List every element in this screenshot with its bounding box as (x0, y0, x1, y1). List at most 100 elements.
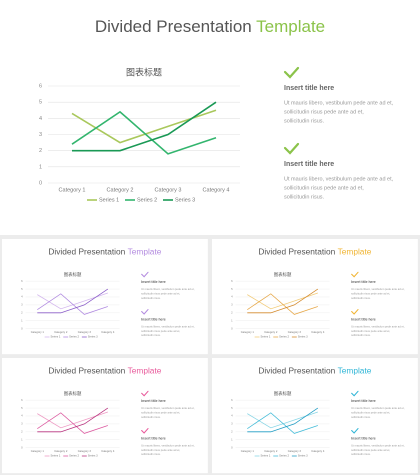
item-heading: Insert title here (284, 161, 334, 168)
slide: Divided Presentation Template 图表标题 0 1 2 3 4 5 6… (2, 358, 208, 474)
x-tick-label: Category 4 (101, 449, 115, 453)
item-text: Ut mauris libero, vestibulum pede ante a… (284, 176, 394, 182)
x-tick-label: Category 1 (31, 330, 45, 334)
y-tick-label: 6 (231, 279, 233, 283)
slide-title: Divided Presentation Template (95, 17, 325, 36)
slide: Divided Presentation Template 图表标题 0 1 2 3 4 5 6… (2, 239, 208, 355)
x-tick-label: Category 3 (288, 330, 302, 334)
x-tick-label: Category 2 (54, 330, 68, 334)
series-line (247, 293, 318, 315)
y-tick-label: 6 (21, 398, 23, 402)
y-tick-label: 0 (231, 326, 233, 330)
y-tick-label: 0 (231, 445, 233, 449)
item-text: sollicitudin risus pede ante ad et, (284, 185, 364, 191)
item-text: sollicitudin risus. (141, 415, 161, 419)
slide: Divided Presentation Template 图表标题 0 1 2 3 4 5 6… (0, 0, 420, 235)
series-line (37, 412, 108, 434)
legend-label: Series 1 (51, 335, 61, 339)
item-text: Ut mauris libero, vestibulum pede ante a… (351, 324, 405, 328)
slide-background (2, 239, 208, 355)
title-main: Divided Presentation (258, 247, 335, 257)
legend-label: Series 1 (261, 335, 271, 339)
item-text: Ut mauris libero, vestibulum pede ante a… (351, 406, 405, 410)
x-tick-label: Category 1 (241, 330, 255, 334)
x-tick-label: Category 3 (78, 449, 92, 453)
legend-label: Series 1 (261, 454, 271, 458)
series-line (37, 407, 109, 433)
y-tick-label: 1 (231, 318, 233, 322)
legend-label: Series 1 (51, 454, 61, 458)
y-tick-label: 2 (21, 430, 23, 434)
title-accent: Template (338, 366, 372, 376)
y-tick-label: 3 (21, 303, 23, 307)
item-heading: Insert title here (351, 317, 376, 321)
item-text: sollicitudin risus pede ante ad et, (141, 292, 180, 296)
item-heading: Insert title here (351, 399, 376, 403)
item-text: Ut mauris libero, vestibulum pede ante a… (351, 443, 405, 447)
title-main: Divided Presentation (95, 17, 252, 36)
series-line (72, 101, 217, 152)
legend-label: Series 2 (69, 335, 79, 339)
check-icon (351, 309, 359, 315)
x-tick-label: Category 1 (59, 187, 86, 193)
item-text: Ut mauris libero, vestibulum pede ante a… (141, 324, 195, 328)
y-tick-label: 5 (231, 406, 233, 410)
series-line (71, 110, 217, 155)
series-line (247, 412, 318, 434)
legend-label: Series 2 (69, 454, 79, 458)
item-text: Ut mauris libero, vestibulum pede ante a… (284, 100, 394, 106)
slide-title: Divided Presentation Template (258, 247, 371, 257)
check-icon (141, 271, 149, 278)
item-text: sollicitudin risus. (351, 333, 371, 337)
x-tick-label: Category 3 (288, 449, 302, 453)
x-tick-label: Category 4 (203, 187, 230, 193)
item-heading: Insert title here (351, 280, 376, 284)
title-accent: Template (128, 247, 162, 257)
legend-label: Series 3 (298, 335, 308, 339)
y-tick-label: 4 (21, 414, 23, 418)
y-tick-label: 6 (39, 83, 42, 89)
check-icon (351, 390, 359, 397)
chart-title: 图表标题 (274, 271, 292, 278)
y-tick-label: 3 (231, 422, 233, 426)
item-text: sollicitudin risus pede ante ad et, (351, 329, 390, 333)
series-line (247, 288, 319, 314)
x-tick-label: Category 4 (311, 330, 325, 334)
x-tick-label: Category 1 (241, 449, 255, 453)
check-icon (283, 142, 300, 155)
title-main: Divided Presentation (258, 366, 335, 376)
item-text: sollicitudin risus pede ante ad et, (141, 411, 180, 415)
item-heading: Insert title here (141, 317, 166, 321)
item-text: Ut mauris libero, vestibulum pede ante a… (141, 443, 195, 447)
y-tick-label: 4 (231, 414, 233, 418)
y-tick-label: 5 (21, 287, 23, 291)
title-accent: Template (128, 366, 162, 376)
item-text: sollicitudin risus. (351, 415, 371, 419)
y-tick-label: 5 (231, 287, 233, 291)
item-text: sollicitudin risus. (351, 452, 371, 456)
check-icon (141, 428, 149, 434)
legend-label: Series 2 (137, 197, 157, 203)
item-heading: Insert title here (141, 280, 166, 284)
legend-label: Series 1 (99, 197, 119, 203)
legend-label: Series 3 (88, 335, 98, 339)
x-tick-label: Category 2 (264, 449, 278, 453)
item-text: sollicitudin risus pede ante ad et, (351, 448, 390, 452)
item-text: sollicitudin risus. (141, 452, 161, 456)
check-icon (351, 271, 359, 278)
y-tick-label: 3 (21, 422, 23, 426)
x-tick-label: Category 1 (31, 449, 45, 453)
y-tick-label: 3 (39, 132, 42, 138)
slide-background (0, 0, 420, 235)
y-tick-label: 0 (21, 326, 23, 330)
item-text: Ut mauris libero, vestibulum pede ante a… (141, 287, 195, 291)
series-line (37, 293, 108, 315)
legend-label: Series 3 (88, 454, 98, 458)
y-tick-label: 1 (39, 164, 42, 170)
y-tick-label: 3 (231, 303, 233, 307)
item-text: sollicitudin risus. (284, 194, 325, 200)
y-tick-label: 4 (21, 295, 23, 299)
check-icon (351, 428, 359, 434)
slide-title: Divided Presentation Template (258, 366, 371, 376)
legend-label: Series 3 (298, 454, 308, 458)
